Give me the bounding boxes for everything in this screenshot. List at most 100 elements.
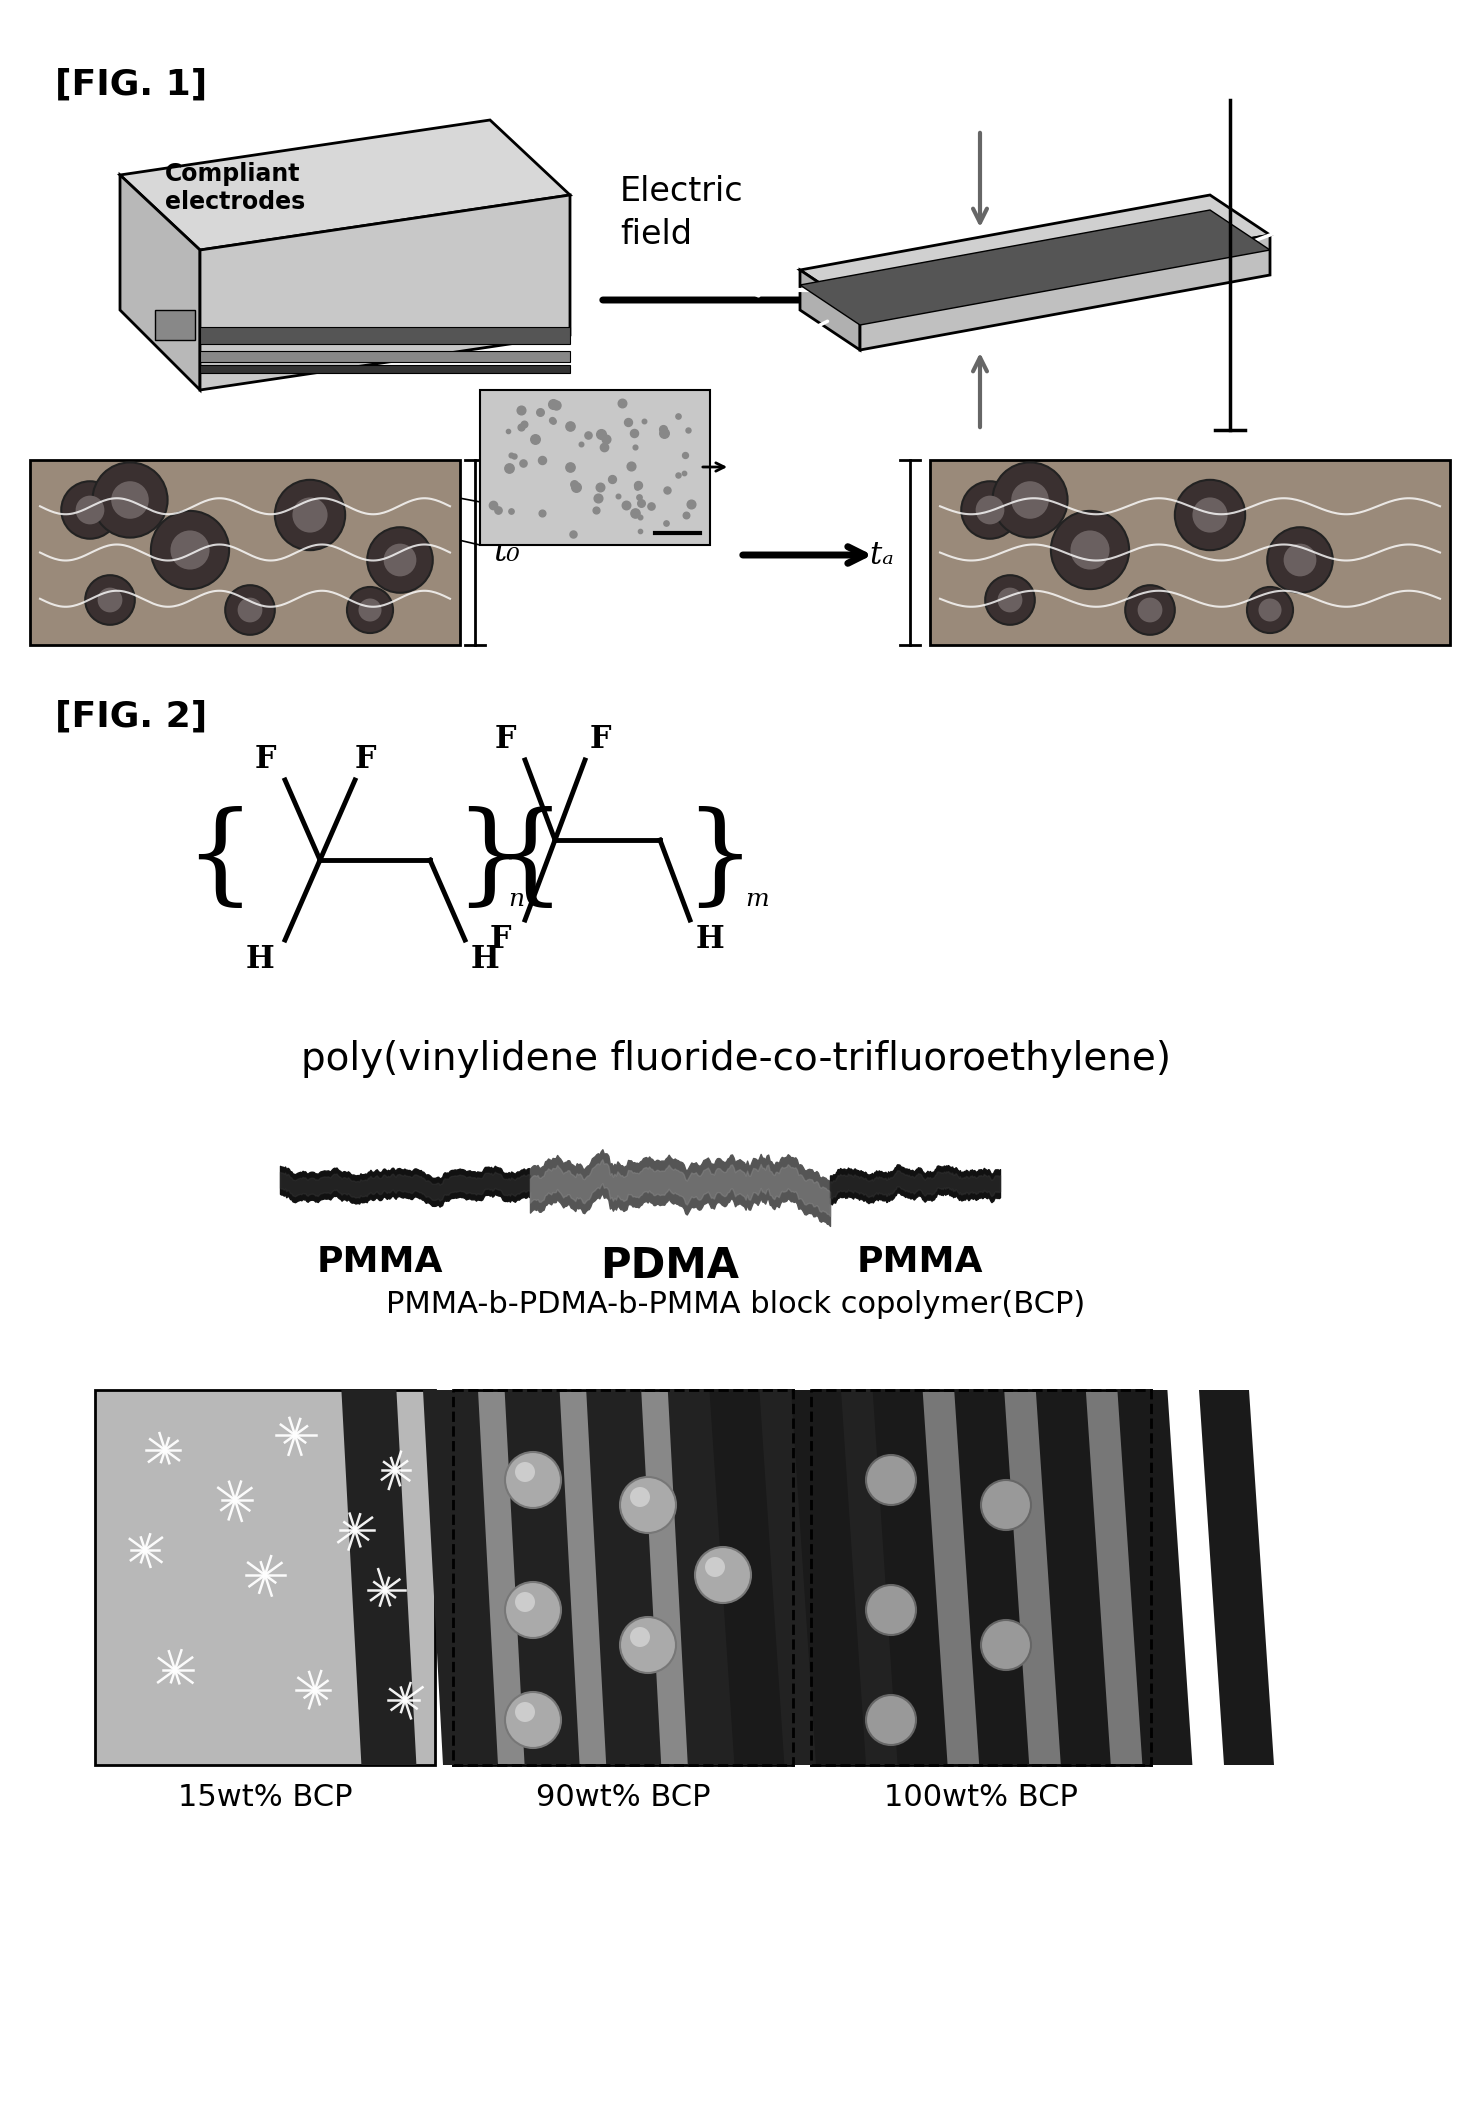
Text: PDMA: PDMA [601, 1244, 739, 1287]
Circle shape [516, 1703, 535, 1722]
Circle shape [630, 1626, 650, 1647]
Text: F: F [489, 924, 511, 955]
Circle shape [630, 1486, 650, 1507]
Polygon shape [800, 195, 1270, 310]
Circle shape [1248, 586, 1293, 633]
Bar [812, 1391, 1150, 1764]
Polygon shape [119, 174, 200, 391]
Circle shape [975, 495, 1005, 524]
Bar [29, 461, 460, 645]
Text: }: } [685, 807, 756, 913]
Circle shape [1125, 586, 1175, 635]
Polygon shape [1118, 1391, 1193, 1764]
Bar [454, 1391, 792, 1764]
Circle shape [1050, 512, 1130, 588]
Polygon shape [155, 310, 194, 340]
Bar [812, 1391, 1150, 1764]
Polygon shape [667, 1391, 742, 1764]
Polygon shape [831, 1391, 906, 1764]
Circle shape [981, 1620, 1031, 1671]
Circle shape [993, 463, 1068, 537]
Circle shape [275, 480, 345, 550]
Circle shape [348, 586, 393, 633]
Text: tₐ⁣⁤: tₐ⁣⁤ [871, 539, 894, 571]
Circle shape [505, 1452, 561, 1507]
Text: }: } [455, 807, 526, 913]
Text: H: H [695, 924, 725, 955]
Circle shape [620, 1618, 676, 1673]
Circle shape [1258, 599, 1282, 622]
Circle shape [1193, 497, 1227, 533]
Circle shape [75, 495, 105, 524]
Text: Electric: Electric [620, 174, 744, 208]
Polygon shape [200, 365, 570, 374]
Bar [480, 391, 710, 546]
Text: F: F [354, 745, 376, 775]
Circle shape [1071, 531, 1109, 569]
Polygon shape [791, 1391, 866, 1764]
Polygon shape [800, 210, 1270, 325]
Bar [929, 461, 1449, 645]
Circle shape [97, 588, 122, 611]
Circle shape [516, 1463, 535, 1482]
Bar [94, 1391, 435, 1764]
Circle shape [866, 1694, 916, 1745]
Polygon shape [200, 350, 570, 363]
Circle shape [237, 597, 262, 622]
Polygon shape [505, 1391, 579, 1764]
Text: {: { [184, 807, 255, 913]
Polygon shape [750, 1391, 825, 1764]
Circle shape [620, 1478, 676, 1533]
Circle shape [150, 512, 230, 588]
Polygon shape [119, 121, 570, 251]
Circle shape [1137, 597, 1162, 622]
Circle shape [62, 482, 119, 539]
Text: F: F [495, 724, 516, 756]
Circle shape [358, 599, 382, 622]
Polygon shape [955, 1391, 1030, 1764]
Polygon shape [800, 270, 860, 350]
Text: field: field [620, 219, 692, 251]
Text: t₀: t₀ [493, 535, 520, 569]
Circle shape [695, 1548, 751, 1603]
Circle shape [505, 1582, 561, 1639]
Text: Compliant
electrodes: Compliant electrodes [165, 161, 305, 214]
Text: H: H [471, 945, 499, 974]
Text: PMMA: PMMA [317, 1244, 443, 1278]
Circle shape [981, 1480, 1031, 1531]
Text: [FIG. 1]: [FIG. 1] [55, 68, 208, 102]
Polygon shape [586, 1391, 661, 1764]
Polygon shape [200, 195, 570, 391]
Circle shape [505, 1692, 561, 1747]
Bar [454, 1391, 792, 1764]
Circle shape [1175, 480, 1245, 550]
Polygon shape [342, 1391, 417, 1764]
Polygon shape [200, 327, 570, 344]
Polygon shape [1199, 1391, 1274, 1764]
Circle shape [367, 527, 433, 592]
Polygon shape [423, 1391, 498, 1764]
Circle shape [706, 1556, 725, 1577]
Text: H: H [246, 945, 274, 974]
Circle shape [962, 482, 1019, 539]
Text: poly(vinylidene fluoride-co-trifluoroethylene): poly(vinylidene fluoride-co-trifluoroeth… [300, 1040, 1171, 1078]
Circle shape [1283, 543, 1317, 575]
Text: PMMA-b-PDMA-b-PMMA block copolymer(BCP): PMMA-b-PDMA-b-PMMA block copolymer(BCP) [386, 1291, 1086, 1318]
Text: 15wt% BCP: 15wt% BCP [178, 1783, 352, 1813]
Polygon shape [860, 236, 1270, 350]
Circle shape [1010, 482, 1049, 518]
Text: F: F [589, 724, 611, 756]
Circle shape [171, 531, 209, 569]
Circle shape [110, 482, 149, 518]
Circle shape [225, 586, 275, 635]
Text: 100wt% BCP: 100wt% BCP [884, 1783, 1078, 1813]
Circle shape [866, 1454, 916, 1505]
Text: m: m [745, 890, 769, 911]
Circle shape [516, 1592, 535, 1611]
Circle shape [997, 588, 1022, 611]
Circle shape [866, 1586, 916, 1635]
Circle shape [85, 575, 136, 624]
Circle shape [985, 575, 1036, 624]
Text: PMMA: PMMA [857, 1244, 984, 1278]
Circle shape [293, 497, 327, 533]
